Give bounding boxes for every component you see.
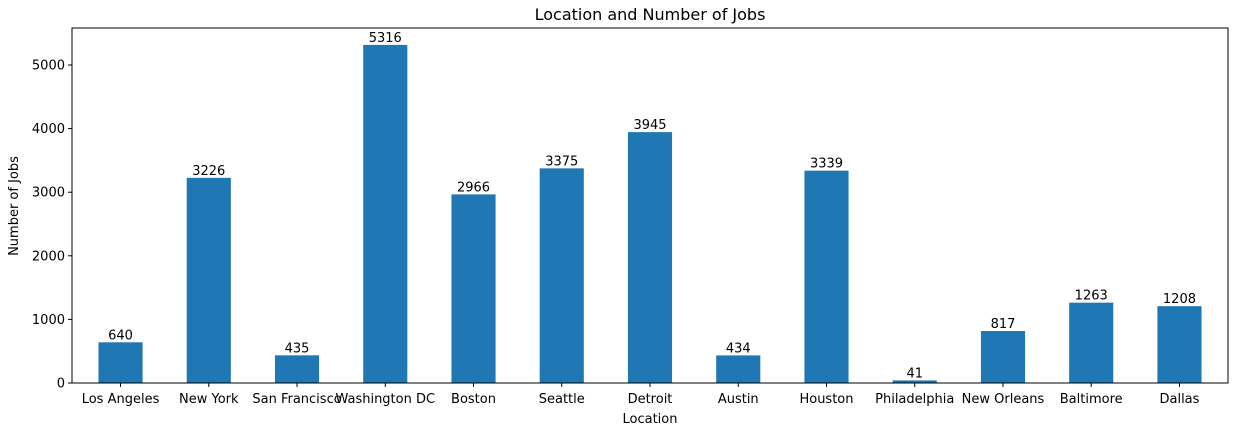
bar-los-angeles — [98, 342, 143, 383]
chart-title: Location and Number of Jobs — [535, 5, 766, 24]
x-tick-label: Boston — [451, 392, 496, 407]
x-tick-label: Baltimore — [1060, 392, 1123, 407]
data-label: 5316 — [369, 31, 402, 46]
y-tick-label: 4000 — [32, 122, 65, 137]
x-tick-label: Austin — [718, 392, 759, 407]
x-tick-label: Dallas — [1159, 392, 1199, 407]
x-axis-label: Location — [623, 412, 678, 427]
bar-seattle — [539, 168, 584, 383]
data-label: 41 — [906, 366, 923, 381]
x-tick-label: Philadelphia — [875, 392, 954, 407]
bar-houston — [804, 170, 849, 383]
y-tick-label: 2000 — [32, 249, 65, 264]
bar-boston — [451, 194, 496, 383]
y-tick-label: 3000 — [32, 186, 65, 201]
data-label: 2966 — [457, 180, 490, 195]
y-tick-label: 1000 — [32, 313, 65, 328]
y-tick-label: 5000 — [32, 59, 65, 74]
bar-austin — [716, 355, 761, 383]
x-tick-label: Detroit — [628, 392, 673, 407]
bars-group — [98, 44, 1202, 384]
y-tick-label: 0 — [57, 377, 65, 392]
x-tick-label: Washington DC — [335, 392, 435, 407]
y-axis: 0 1000 2000 3000 4000 5000 — [32, 59, 72, 392]
bar-new-orleans — [980, 331, 1026, 383]
data-label: 435 — [285, 341, 310, 356]
data-label: 817 — [991, 317, 1016, 332]
data-label: 3375 — [545, 154, 578, 169]
bar-baltimore — [1069, 302, 1114, 383]
x-tick-label: Seattle — [539, 392, 585, 407]
y-axis-label: Number of Jobs — [7, 156, 22, 256]
x-tick-label: Los Angeles — [82, 392, 160, 407]
x-tick-label: New York — [179, 392, 239, 407]
x-axis: Los Angeles New York San FranciscoWashingt… — [82, 383, 1200, 407]
bar-dallas — [1157, 306, 1202, 383]
data-label: 640 — [108, 328, 133, 343]
bar-washington-dc — [363, 44, 408, 384]
x-tick-label: Houston — [799, 392, 853, 407]
data-label: 3226 — [192, 164, 225, 179]
data-label: 3945 — [633, 118, 666, 133]
x-tick-label: San Francisco — [252, 392, 341, 407]
data-label: 1208 — [1163, 292, 1196, 307]
bar-new-york — [186, 177, 231, 383]
data-labels-group: 640 3226 435 5316 2966 3375 3945 434 3339 41 817 12… — [108, 31, 1196, 381]
bar-detroit — [627, 132, 673, 383]
plot-frame — [71, 27, 1229, 384]
data-label: 1263 — [1075, 289, 1108, 304]
x-tick-label: New Orleans — [962, 392, 1045, 407]
bar-san-francisco — [274, 355, 320, 383]
data-label: 3339 — [810, 157, 843, 172]
bar-philadelphia — [892, 380, 937, 383]
data-label: 434 — [726, 341, 751, 356]
